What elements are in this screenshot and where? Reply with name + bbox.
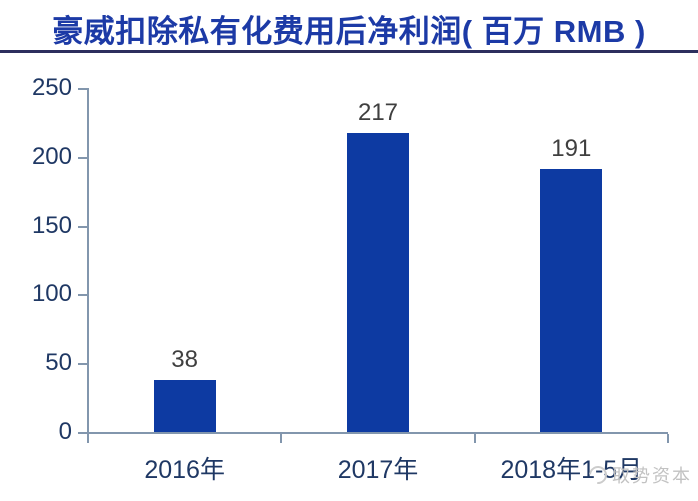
y-axis-tick (78, 432, 88, 434)
x-axis-tick (473, 434, 476, 443)
x-axis-tick (87, 434, 89, 443)
title-divider (0, 50, 698, 53)
y-axis-label: 200 (31, 142, 72, 170)
bar (347, 133, 409, 432)
watermark: 取势资本 (585, 462, 692, 488)
bar-value-label: 38 (171, 345, 198, 373)
x-axis-tick (667, 434, 669, 443)
chart-title: 豪威扣除私有化费用后净利润( 百万 RMB ) (52, 14, 646, 49)
bar-value-label: 217 (357, 99, 399, 127)
bar (153, 379, 216, 432)
x-axis-label: 2017年 (337, 456, 419, 484)
y-axis-tick (78, 294, 88, 297)
x-axis-line (87, 432, 668, 434)
x-axis-label: 2016年 (144, 456, 225, 484)
y-axis-tick (78, 88, 88, 90)
y-axis-label: 100 (31, 280, 72, 308)
y-axis-label: 250 (31, 74, 72, 101)
watermark-logo-icon (585, 462, 611, 488)
y-axis-label: 150 (31, 211, 72, 239)
y-axis-line (87, 88, 89, 434)
x-axis-label: 2018年1-5月 (500, 456, 643, 484)
y-axis-label: 50 (45, 349, 72, 377)
y-axis-tick (78, 156, 88, 159)
y-axis-tick (78, 225, 88, 228)
bar (540, 169, 603, 432)
x-axis-tick (280, 434, 283, 443)
bar-value-label: 191 (551, 135, 592, 163)
y-axis-label: 0 (58, 418, 72, 445)
y-axis-tick (78, 363, 88, 366)
watermark-text: 取势资本 (612, 466, 692, 486)
